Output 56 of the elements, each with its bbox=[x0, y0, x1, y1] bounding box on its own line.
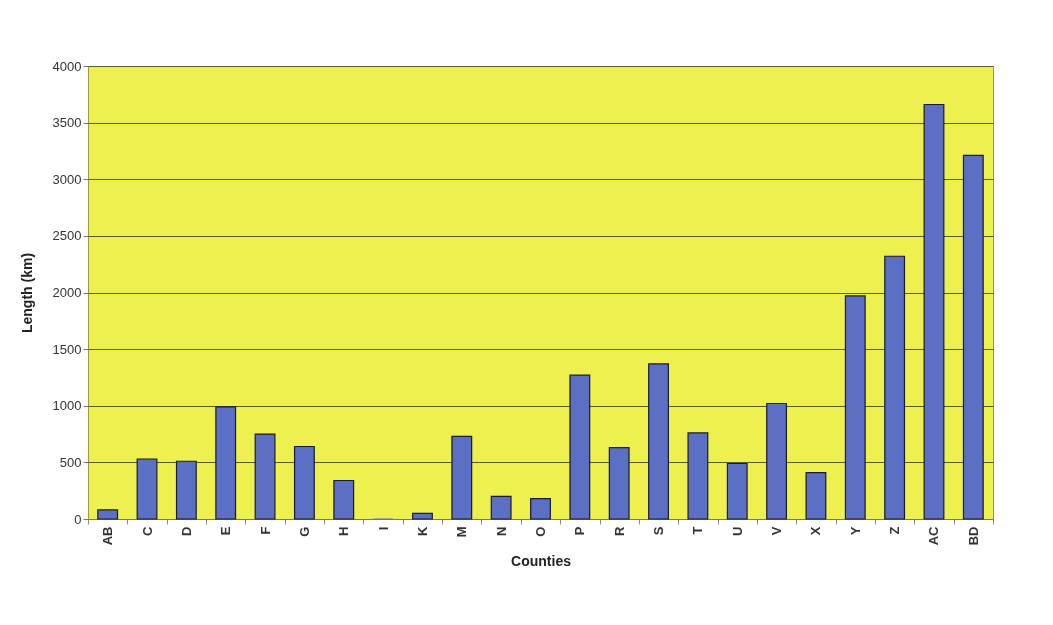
bar bbox=[766, 402, 788, 520]
bar bbox=[254, 433, 276, 520]
bar bbox=[726, 462, 748, 520]
x-tick-label: Z bbox=[887, 526, 903, 535]
y-tick-label: 0 bbox=[74, 511, 82, 527]
x-tick-label: C bbox=[139, 525, 155, 536]
x-tick-label: P bbox=[572, 526, 588, 536]
y-tick-label: 1000 bbox=[52, 398, 82, 414]
bar bbox=[490, 495, 512, 520]
bar bbox=[569, 374, 591, 520]
x-tick-label: BD bbox=[965, 526, 981, 546]
bar bbox=[608, 447, 630, 520]
x-tick-label: S bbox=[651, 526, 667, 536]
y-axis-title: Length (km) bbox=[18, 252, 35, 334]
x-tick-label: F bbox=[257, 526, 273, 535]
x-tick-label: I bbox=[375, 526, 391, 531]
bar bbox=[530, 498, 551, 520]
bar bbox=[215, 406, 237, 520]
x-tick-label: X bbox=[808, 526, 824, 536]
bar bbox=[333, 479, 355, 520]
bar bbox=[648, 363, 669, 520]
y-tick-label: 3500 bbox=[52, 115, 82, 131]
x-tick-label: D bbox=[178, 526, 194, 536]
x-tick-label: K bbox=[414, 525, 430, 536]
y-tick-label: 4000 bbox=[52, 58, 82, 74]
bar bbox=[805, 471, 827, 520]
x-tick-label: G bbox=[296, 526, 312, 537]
bar bbox=[962, 154, 984, 520]
x-tick-label: R bbox=[611, 525, 627, 536]
x-tick-label: V bbox=[769, 526, 785, 536]
x-tick-label: T bbox=[690, 526, 706, 535]
x-tick-label: U bbox=[729, 526, 745, 536]
x-tick-label: E bbox=[218, 526, 234, 536]
bar bbox=[175, 460, 197, 520]
x-tick-label: Y bbox=[847, 526, 863, 536]
bar bbox=[412, 512, 433, 520]
y-tick-label: 500 bbox=[59, 454, 82, 470]
bar bbox=[884, 255, 906, 520]
y-tick-label: 1500 bbox=[52, 341, 82, 357]
x-tick-label: H bbox=[336, 526, 352, 536]
y-tick-label: 2500 bbox=[52, 228, 82, 244]
bar bbox=[97, 509, 119, 520]
bar bbox=[293, 445, 315, 520]
x-tick-label: O bbox=[533, 526, 548, 537]
x-axis-title: Counties bbox=[511, 553, 572, 570]
x-tick-label: AC bbox=[926, 525, 942, 546]
bar bbox=[451, 435, 473, 520]
x-tick-label: N bbox=[493, 526, 509, 536]
bar bbox=[136, 458, 158, 520]
x-tick-label: AB bbox=[100, 526, 116, 546]
bar bbox=[923, 103, 945, 520]
x-tick-label: M bbox=[454, 526, 470, 538]
y-tick-label: 3000 bbox=[52, 171, 82, 187]
bar bbox=[844, 295, 866, 520]
y-tick-label: 2000 bbox=[52, 285, 82, 300]
bar bbox=[687, 432, 709, 520]
